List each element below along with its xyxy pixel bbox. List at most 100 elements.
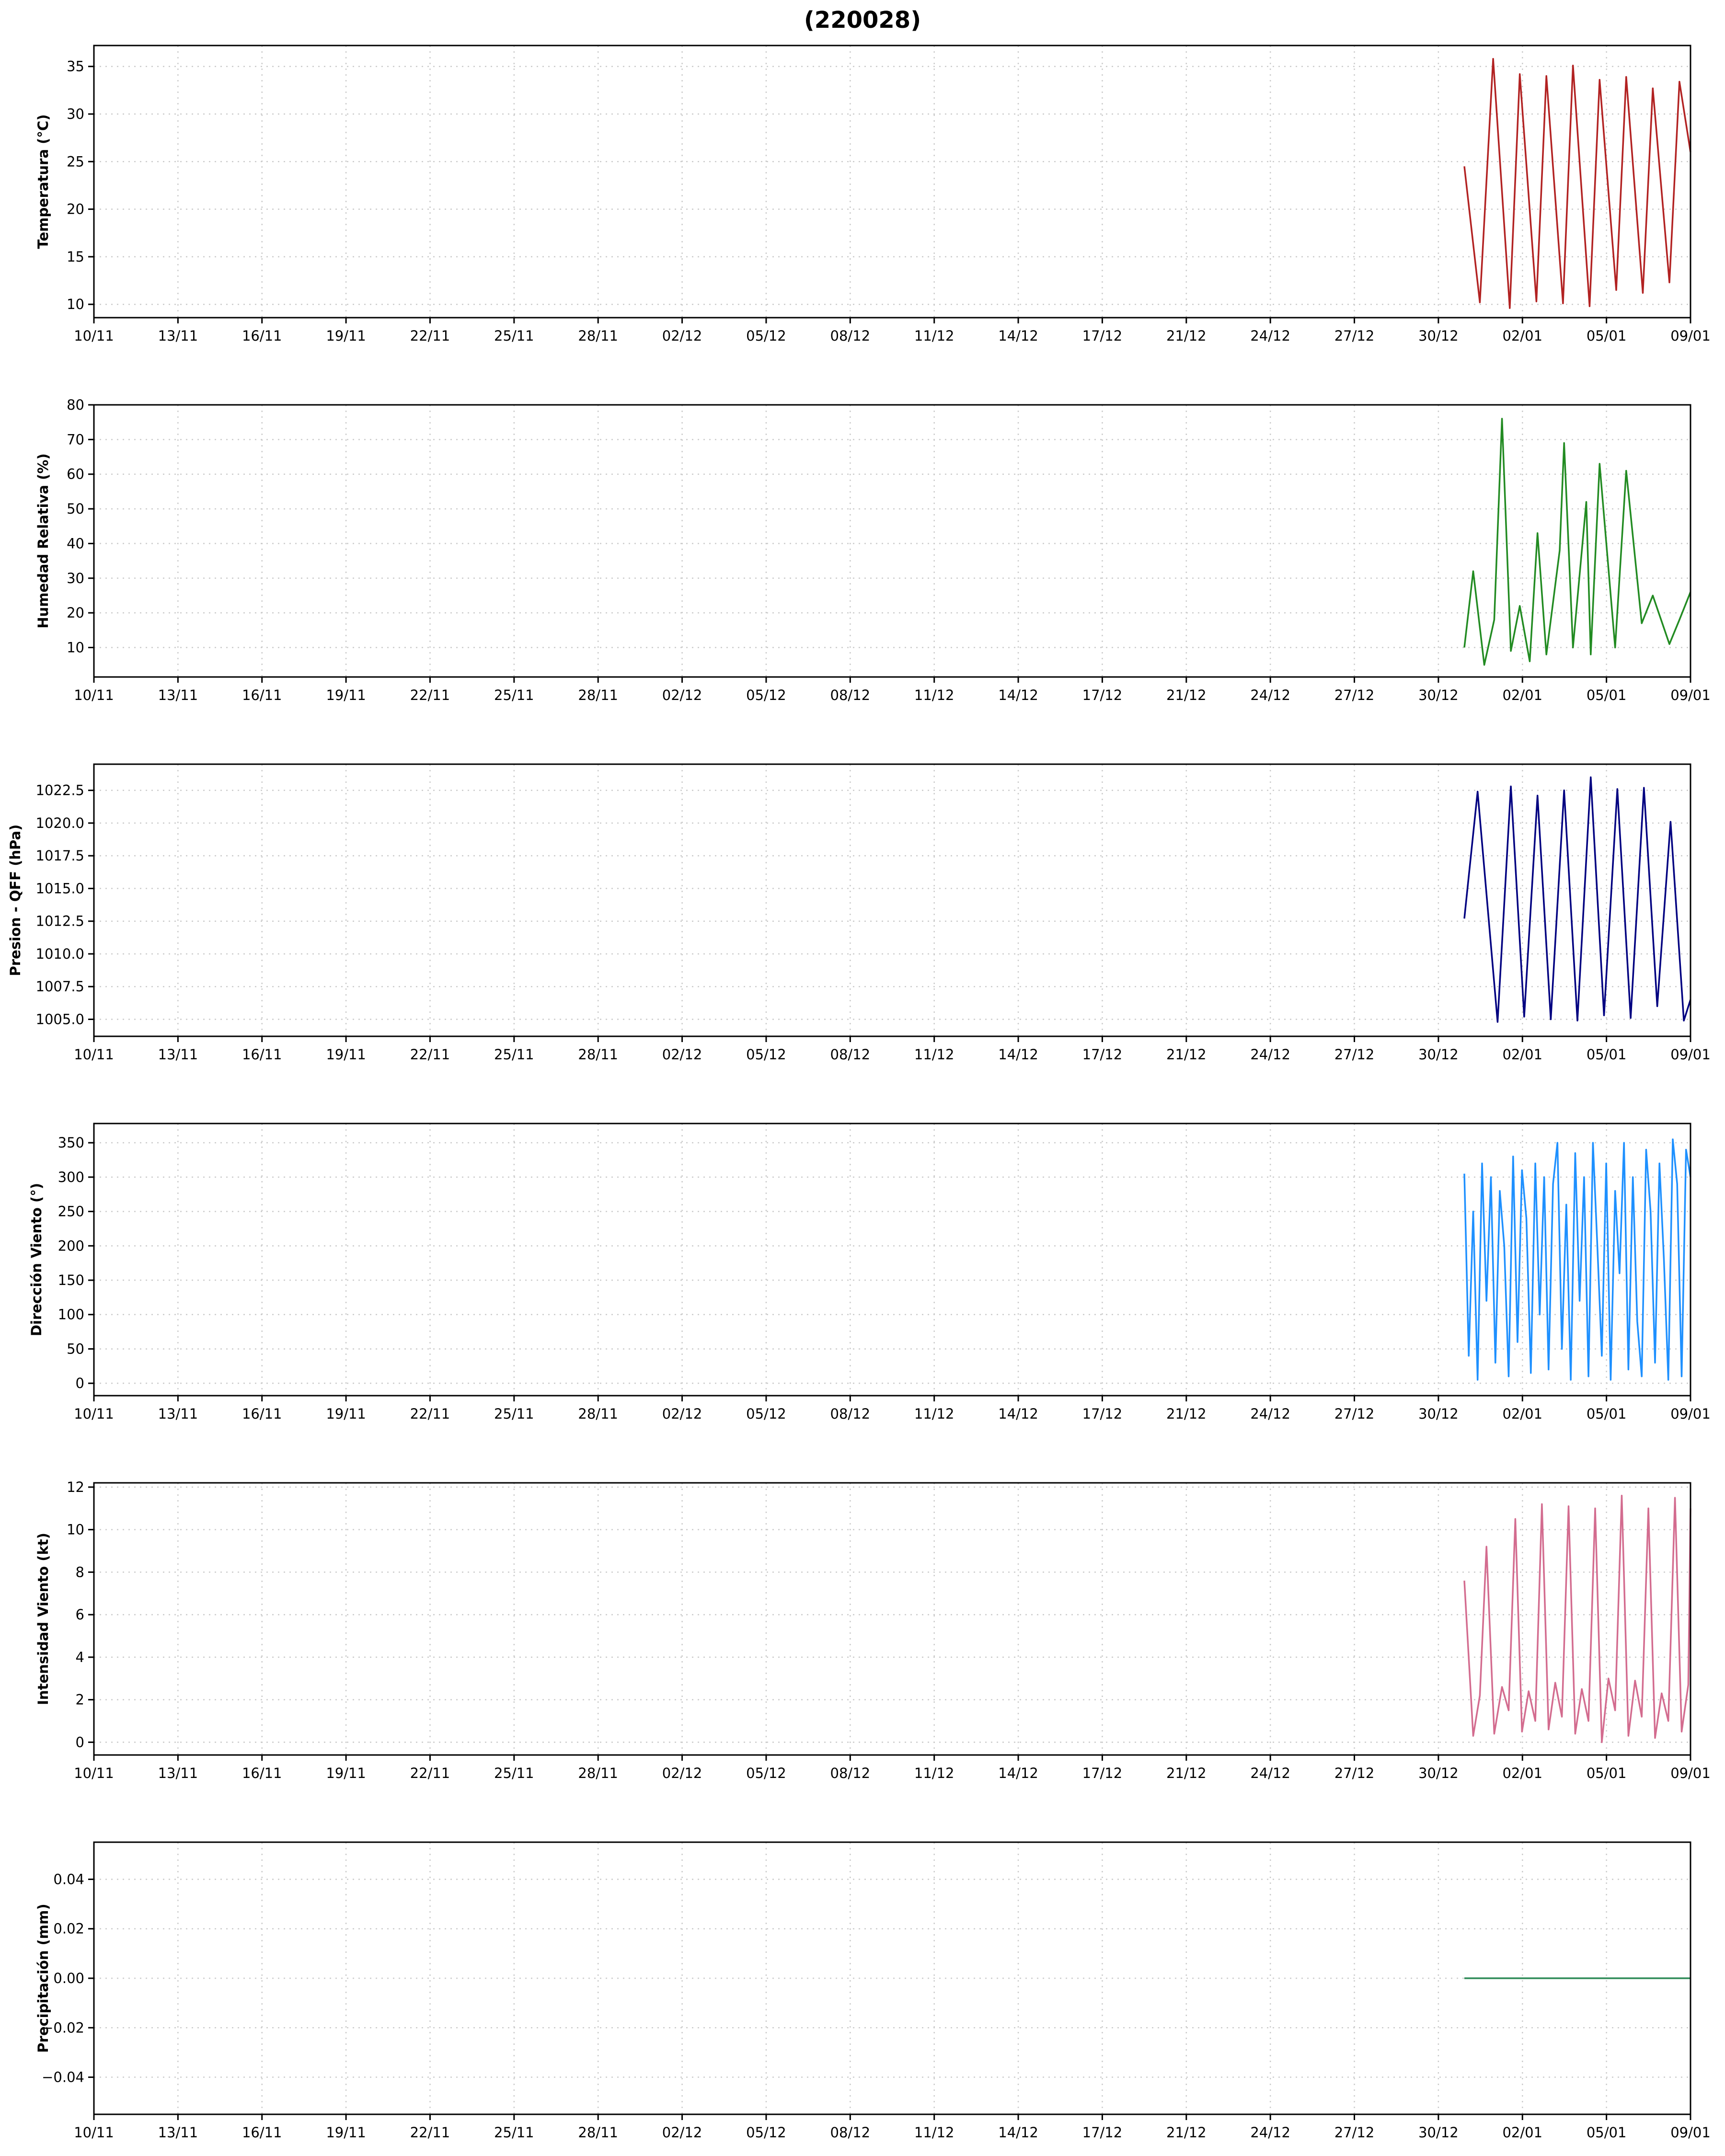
series-line [1463,1494,1691,1743]
x-tick-label: 05/12 [746,1046,786,1063]
x-tick-label: 05/12 [746,328,786,344]
x-tick-label: 13/11 [158,1406,198,1422]
x-tick-label: 22/11 [410,1765,450,1781]
y-tick-label: 1007.5 [36,978,84,995]
y-tick-label: 80 [67,397,84,413]
x-tick-label: 11/12 [914,1765,954,1781]
x-tick-label: 16/11 [242,2124,282,2141]
x-tick-label: 21/12 [1166,2124,1207,2141]
x-tick-label: 02/12 [662,1406,702,1422]
x-tick-label: 30/12 [1418,1046,1459,1063]
x-tick-label: 09/01 [1670,328,1711,344]
x-tick-label: 05/01 [1587,1765,1627,1781]
y-tick-label: 10 [67,296,84,312]
x-tick-label: 09/01 [1670,1046,1711,1063]
x-tick-label: 05/12 [746,1406,786,1422]
x-tick-label: 10/11 [74,1046,114,1063]
chart-panel-6: −0.04 −0.02 0.00 0.02 0.04 10/11 13/11 16/11 19/… [35,1841,1711,2141]
y-tick-label: 70 [67,431,84,447]
y-axis-label: Dirección Viento (°) [28,1183,45,1336]
plot-frame [93,1482,1691,1756]
x-tick-label: 27/12 [1334,1765,1375,1781]
x-tick-label: 02/01 [1502,328,1542,344]
x-tick-label: 27/12 [1334,1046,1375,1063]
y-tick-label: −0.04 [42,2069,84,2086]
y-tick-label: 1012.5 [36,913,84,929]
x-tick-label: 25/11 [494,1765,534,1781]
x-tick-label: 28/11 [578,1046,618,1063]
x-tick-label: 10/11 [74,1406,114,1422]
x-tick-label: 21/12 [1166,1765,1207,1781]
y-tick-label: 250 [58,1204,84,1220]
x-tick-label: 30/12 [1418,1765,1459,1781]
x-tick-label: 02/12 [662,2124,702,2141]
x-tick-label: 11/12 [914,1406,954,1422]
y-tick-label: 1022.5 [36,782,84,799]
y-tick-label: 8 [76,1564,84,1580]
y-tick-label: 100 [58,1307,84,1323]
x-tick-label: 25/11 [494,1406,534,1422]
x-tick-label: 02/12 [662,1765,702,1781]
x-tick-label: 22/11 [410,1046,450,1063]
x-tick-label: 17/12 [1082,1765,1123,1781]
x-tick-label: 14/12 [998,1046,1038,1063]
x-tick-label: 11/12 [914,2124,954,2141]
x-tick-label: 16/11 [242,1765,282,1781]
x-tick-label: 08/12 [830,1765,871,1781]
x-tick-label: 02/12 [662,1046,702,1063]
x-tick-label: 28/11 [578,1406,618,1422]
x-tick-label: 21/12 [1166,1406,1207,1422]
x-tick-label: 19/11 [326,2124,366,2141]
x-tick-label: 30/12 [1418,328,1459,344]
x-tick-label: 16/11 [242,1046,282,1063]
x-tick-label: 02/01 [1502,687,1542,703]
y-tick-label: −0.02 [42,2019,84,2036]
x-tick-label: 27/12 [1334,1406,1375,1422]
x-tick-label: 05/01 [1587,687,1627,703]
x-tick-label: 14/12 [998,1765,1038,1781]
y-tick-label: 1020.0 [36,815,84,831]
y-axis-label: Humedad Relativa (%) [35,453,51,628]
series-line [1463,1138,1691,1381]
x-tick-label: 11/12 [914,687,954,703]
plot-frame [93,763,1691,1037]
y-tick-label: 25 [67,153,84,170]
y-tick-label: 10 [67,639,84,655]
y-axis-label: Intensidad Viento (kt) [35,1533,51,1705]
x-tick-label: 28/11 [578,687,618,703]
x-tick-label: 05/01 [1587,1046,1627,1063]
y-tick-label: 20 [67,201,84,218]
x-tick-label: 02/12 [662,687,702,703]
x-tick-label: 17/12 [1082,328,1123,344]
x-tick-label: 05/01 [1587,1406,1627,1422]
series-line [1463,58,1691,309]
x-tick-label: 11/12 [914,328,954,344]
chart-panel-1: 10 15 20 25 30 35 10/11 13/11 16/11 19/11 22/11 25/… [35,45,1711,344]
y-tick-label: 0.02 [53,1921,84,1937]
x-tick-label: 19/11 [326,1406,366,1422]
x-tick-label: 16/11 [242,1406,282,1422]
x-tick-label: 08/12 [830,1046,871,1063]
y-tick-label: 200 [58,1238,84,1254]
y-tick-label: 0 [76,1375,84,1391]
y-tick-label: 30 [67,106,84,122]
x-tick-label: 19/11 [326,687,366,703]
x-tick-label: 02/12 [662,328,702,344]
x-tick-label: 02/01 [1502,2124,1542,2141]
y-axis-label: Presion - QFF (hPa) [7,825,23,976]
y-tick-label: 1017.5 [36,848,84,864]
x-tick-label: 08/12 [830,687,871,703]
y-tick-label: 40 [67,535,84,551]
y-tick-label: 0.00 [53,1970,84,1986]
y-tick-label: 20 [67,605,84,621]
x-tick-label: 08/12 [830,2124,871,2141]
x-tick-label: 14/12 [998,2124,1038,2141]
y-axis-label: Temperatura (°C) [35,115,51,249]
x-tick-label: 14/12 [998,328,1038,344]
x-tick-label: 05/01 [1587,328,1627,344]
x-tick-label: 13/11 [158,328,198,344]
y-tick-label: 1015.0 [36,880,84,896]
x-tick-label: 16/11 [242,328,282,344]
x-tick-label: 08/12 [830,1406,871,1422]
